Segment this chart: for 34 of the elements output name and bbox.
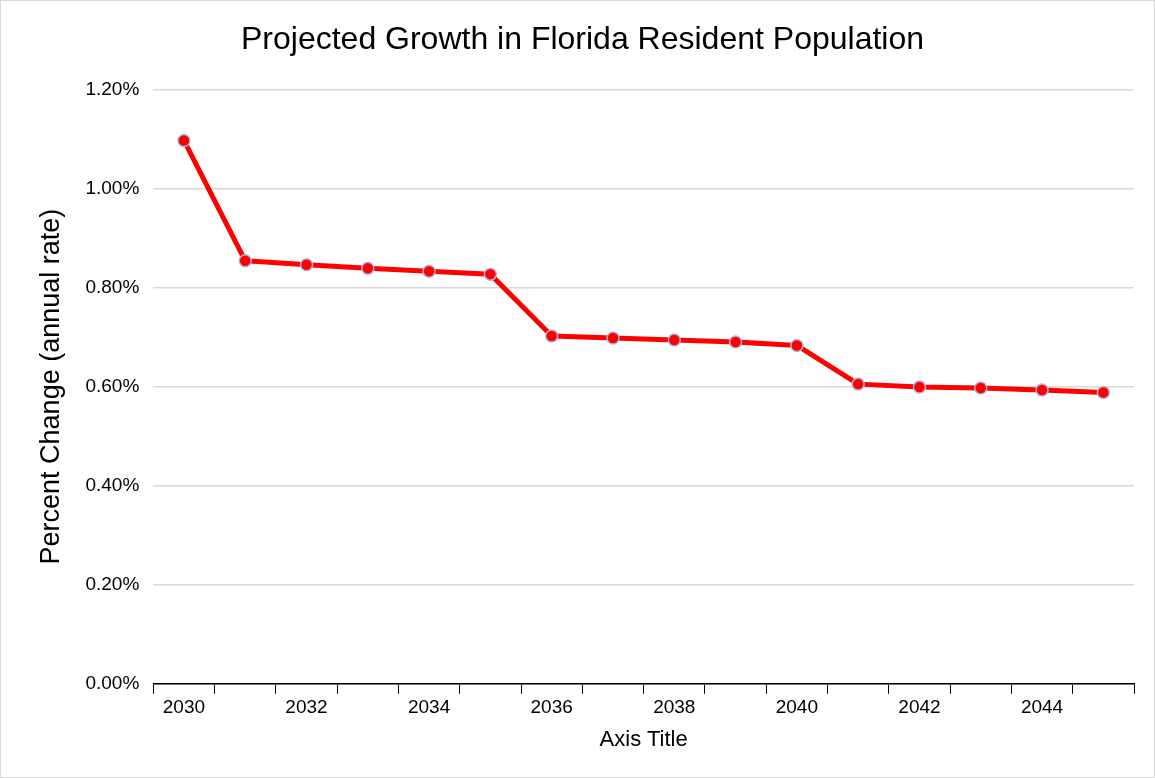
point xyxy=(606,331,620,345)
point xyxy=(361,261,375,275)
point xyxy=(667,333,682,347)
point xyxy=(544,329,559,343)
x-tick-label: 2040 xyxy=(775,696,819,718)
point xyxy=(790,338,804,353)
x-tick-label: 2042 xyxy=(898,696,941,718)
point xyxy=(177,133,191,148)
x-tick-label: 2044 xyxy=(1020,696,1064,718)
y-tick-label: 0.20% xyxy=(85,572,140,594)
y-tick-label: 0.60% xyxy=(85,374,140,396)
point xyxy=(483,267,498,281)
chart-title: Projected Growth in Florida Resident Population xyxy=(240,20,925,57)
x-tick-label: 2034 xyxy=(407,696,451,718)
x-tick-label: 2036 xyxy=(530,696,573,718)
y-axis-title: Percent Change (annual rate) xyxy=(34,208,65,565)
point xyxy=(1035,383,1049,397)
point xyxy=(299,258,314,272)
x-axis-title: Axis Title xyxy=(599,725,688,751)
point xyxy=(422,264,436,278)
y-tick-label: 1.00% xyxy=(85,176,140,198)
point xyxy=(728,335,743,349)
y-tick-label: 1.20% xyxy=(85,77,140,99)
x-tick-label: 2030 xyxy=(162,696,206,718)
y-tick-label: 0.00% xyxy=(85,672,140,694)
point xyxy=(851,377,865,391)
y-tick-label: 0.40% xyxy=(85,473,140,495)
point xyxy=(1096,385,1111,400)
point xyxy=(238,254,252,268)
x-tick-label: 2032 xyxy=(285,696,328,718)
x-tick-label: 2038 xyxy=(653,696,696,718)
point xyxy=(912,380,927,394)
point xyxy=(974,381,988,395)
y-tick-label: 0.80% xyxy=(85,275,140,297)
